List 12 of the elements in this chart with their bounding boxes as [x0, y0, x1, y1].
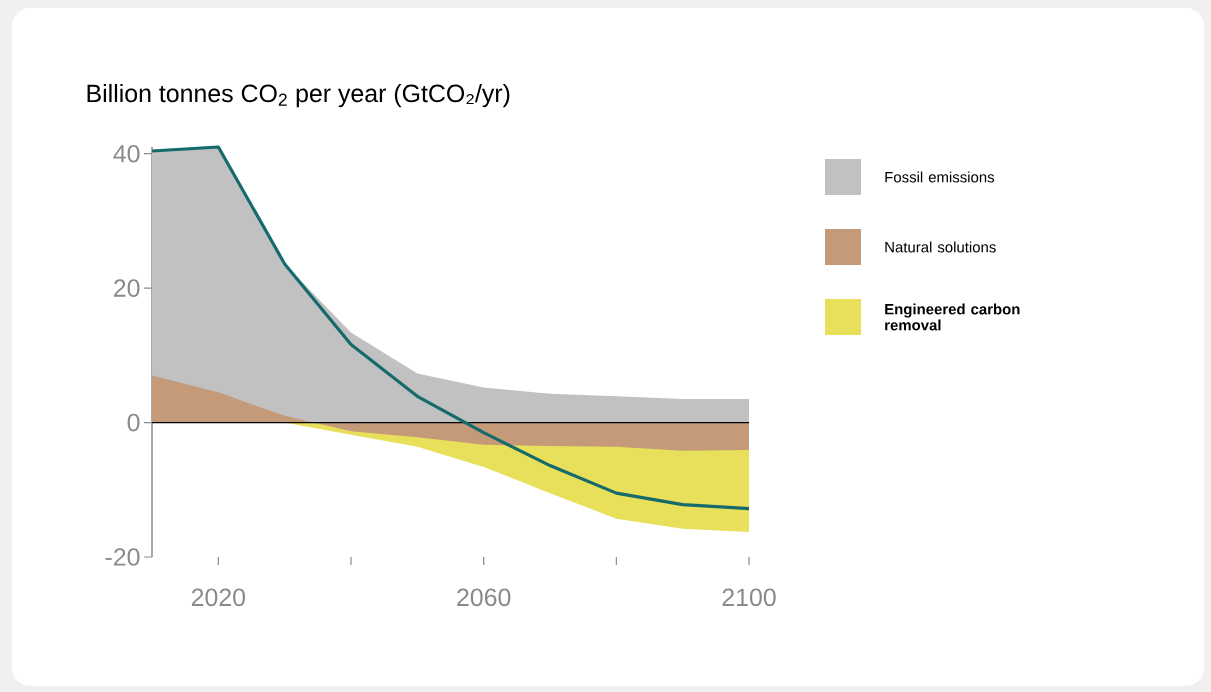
x-tick-label: 2060	[457, 588, 511, 607]
line-series	[150, 145, 751, 511]
x-tick-label: 2100	[722, 588, 776, 607]
y-tick-label: 20	[114, 279, 140, 297]
x-tick-label: 2020	[191, 588, 246, 607]
chart-title: Billion tonnes CO$_{2}$ per year (GtCO₂/yr)	[87, 83, 510, 108]
text: Engineered carbon removal	[885, 303, 1020, 331]
text: Natural solutions	[885, 241, 996, 253]
y-tick-label: 0	[127, 413, 140, 432]
text: Fossil emissions	[885, 171, 995, 183]
y-tick-label: -20	[105, 548, 140, 566]
y-tick-label: 40	[113, 144, 140, 163]
